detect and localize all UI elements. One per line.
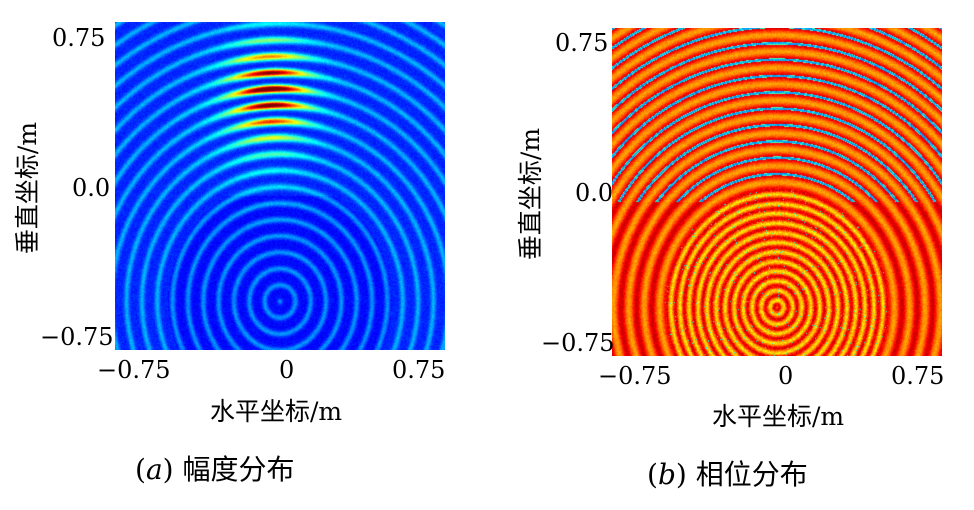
y-tick-mid: 0.0: [72, 174, 111, 202]
panel-caption-text: 相位分布: [695, 458, 808, 491]
x-tick-left: −0.75: [97, 356, 171, 384]
x-tick-left: −0.75: [598, 362, 672, 390]
panel-letter: a: [145, 453, 163, 486]
y-tick-mid: 0.0: [575, 179, 614, 207]
x-tick-mid: 0: [778, 362, 794, 390]
panel-caption: (b) 相位分布: [647, 458, 808, 491]
x-tick-right: 0.75: [392, 356, 446, 384]
phase-heatmap: [612, 28, 942, 356]
phase-heatmap-canvas: [612, 28, 942, 356]
amplitude-heatmap-canvas: [115, 22, 445, 350]
x-tick-right: 0.75: [891, 362, 945, 390]
x-axis-label: 水平坐标/m: [210, 397, 343, 426]
x-axis-label: 水平坐标/m: [712, 402, 845, 431]
panel-caption-text: 幅度分布: [182, 453, 295, 486]
amplitude-heatmap: [115, 22, 445, 350]
panel-phase: 0.75 0.0 −0.75 −0.75 0 0.75 垂直坐标/m 水平坐标/…: [487, 0, 974, 510]
y-tick-top: 0.75: [52, 24, 106, 52]
panel-caption: (a) 幅度分布: [135, 453, 295, 486]
y-axis-label: 垂直坐标/m: [516, 127, 546, 261]
panel-amplitude: 0.75 0.0 −0.75 −0.75 0 0.75 垂直坐标/m 水平坐标/…: [13, 22, 446, 486]
y-axis-label: 垂直坐标/m: [13, 121, 43, 255]
x-tick-mid: 0: [279, 356, 295, 384]
y-tick-top: 0.75: [555, 29, 609, 57]
y-tick-bottom: −0.75: [541, 329, 615, 357]
panel-letter: b: [657, 458, 676, 491]
y-tick-bottom: −0.75: [40, 323, 114, 351]
